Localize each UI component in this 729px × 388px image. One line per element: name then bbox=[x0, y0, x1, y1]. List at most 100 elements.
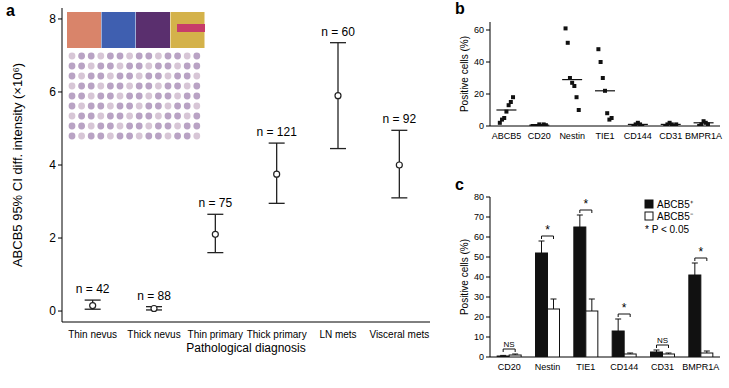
significance-bracket bbox=[503, 349, 515, 352]
inset-dot bbox=[155, 83, 162, 90]
bar bbox=[536, 253, 548, 357]
point bbox=[502, 116, 506, 120]
inset-dot bbox=[184, 113, 191, 120]
point bbox=[575, 95, 579, 99]
inset-dot bbox=[78, 123, 85, 130]
bar bbox=[548, 309, 560, 357]
y-tick-label: 70 bbox=[474, 212, 484, 222]
inset-dot bbox=[78, 103, 85, 110]
mean-line bbox=[694, 122, 714, 123]
inset-dot bbox=[78, 53, 85, 60]
inset-dot bbox=[184, 53, 191, 60]
inset-dot bbox=[126, 123, 133, 130]
inset-image bbox=[67, 12, 205, 139]
ci-cap bbox=[85, 299, 101, 300]
inset-dot bbox=[174, 63, 181, 70]
error-cap bbox=[577, 215, 583, 216]
error-line bbox=[591, 299, 592, 311]
x-tick-label: CD144 bbox=[624, 131, 652, 141]
inset-dot bbox=[107, 53, 114, 60]
inset-dot bbox=[174, 103, 181, 110]
inset-dot bbox=[78, 73, 85, 80]
x-tick-label: CD144 bbox=[610, 362, 638, 372]
inset-dot bbox=[193, 83, 200, 90]
inset-dot bbox=[193, 53, 200, 60]
y-axis-label: Positive cells (%) bbox=[459, 239, 470, 315]
significance-label: * bbox=[545, 223, 550, 237]
inset-dot bbox=[165, 93, 172, 100]
mean-marker bbox=[274, 171, 280, 177]
y-tick bbox=[486, 197, 490, 198]
bar bbox=[651, 352, 663, 357]
x-tick-label: CD31 bbox=[659, 131, 682, 141]
panel-letter: b bbox=[455, 0, 465, 17]
error-cap bbox=[589, 299, 595, 300]
n-label: n = 60 bbox=[321, 25, 355, 39]
inset-dot bbox=[97, 53, 104, 60]
inset-dot bbox=[117, 83, 124, 90]
significance-label: * bbox=[622, 301, 627, 315]
ci-cap bbox=[269, 142, 285, 143]
x-axis bbox=[490, 126, 720, 127]
inset-dot bbox=[145, 133, 152, 140]
inset-dot bbox=[145, 63, 152, 70]
inset-dot bbox=[97, 83, 104, 90]
error-bar bbox=[627, 353, 633, 354]
inset-dot bbox=[88, 93, 95, 100]
inset-dot bbox=[174, 113, 181, 120]
inset-dot bbox=[88, 53, 95, 60]
inset-dot bbox=[69, 73, 76, 80]
mean-line bbox=[496, 109, 516, 110]
inset-dot bbox=[97, 73, 104, 80]
significance-label: NS bbox=[657, 336, 668, 345]
point bbox=[599, 60, 603, 64]
y-tick bbox=[486, 277, 490, 278]
y-tick bbox=[486, 237, 490, 238]
n-label: n = 42 bbox=[76, 282, 110, 296]
inset-dot bbox=[69, 123, 76, 130]
y-tick bbox=[486, 217, 490, 218]
legend-swatch bbox=[645, 212, 653, 220]
inset-dot bbox=[78, 93, 85, 100]
inset-strip bbox=[102, 12, 136, 48]
y-tick bbox=[58, 238, 62, 239]
inset-dot bbox=[69, 133, 76, 140]
y-tick-label: 6 bbox=[49, 85, 56, 99]
mean-line bbox=[661, 124, 681, 125]
y-tick-label: 4 bbox=[49, 158, 56, 172]
y-tick bbox=[486, 30, 490, 31]
error-line bbox=[541, 241, 542, 253]
n-label: n = 121 bbox=[256, 125, 297, 139]
error-bar bbox=[577, 215, 583, 227]
inset-dot bbox=[126, 63, 133, 70]
x-tick-label: CD20 bbox=[528, 131, 551, 141]
error-cap bbox=[627, 353, 633, 354]
error-cap bbox=[666, 353, 672, 354]
legend-label: ABCB5⁻ bbox=[657, 211, 694, 222]
inset-dot bbox=[107, 73, 114, 80]
mean-marker bbox=[212, 231, 218, 237]
inset-dot bbox=[78, 83, 85, 90]
error-cap bbox=[500, 355, 506, 356]
inset-dot bbox=[174, 83, 181, 90]
y-tick-label: 10 bbox=[474, 332, 484, 342]
mean-line bbox=[628, 124, 648, 125]
x-tick-label: CD20 bbox=[498, 362, 521, 372]
y-tick-label: 20 bbox=[474, 312, 484, 322]
inset-strip bbox=[67, 12, 101, 48]
inset-dot bbox=[69, 103, 76, 110]
y-tick bbox=[486, 357, 490, 358]
y-tick bbox=[486, 297, 490, 298]
inset-dot bbox=[97, 133, 104, 140]
inset-dot bbox=[136, 123, 143, 130]
y-tick-label: 8 bbox=[49, 12, 56, 26]
error-bar bbox=[615, 319, 621, 331]
inset-dot bbox=[165, 83, 172, 90]
inset-dot bbox=[136, 93, 143, 100]
inset-dot bbox=[165, 53, 172, 60]
inset-dot bbox=[184, 123, 191, 130]
error-cap bbox=[704, 351, 710, 352]
bar bbox=[689, 275, 701, 357]
inset-dot bbox=[117, 123, 124, 130]
panel-letter: c bbox=[455, 176, 464, 193]
